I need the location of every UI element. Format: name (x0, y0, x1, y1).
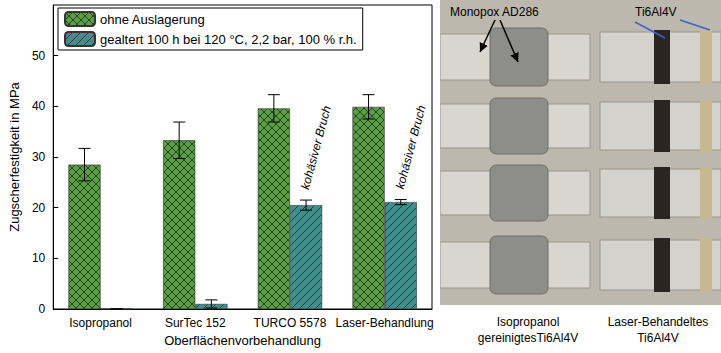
svg-text:Ti6Al4V: Ti6Al4V (635, 5, 677, 19)
svg-text:kohäsiver Bruch: kohäsiver Bruch (393, 103, 429, 190)
svg-text:Laser-Behandeltes: Laser-Behandeltes (608, 315, 709, 329)
svg-text:Isopropanol: Isopropanol (497, 315, 560, 329)
svg-text:TURCO 5578: TURCO 5578 (254, 316, 327, 330)
svg-text:Ti6Al4V: Ti6Al4V (637, 331, 679, 345)
svg-text:Zugscherfestigkeit in MPa: Zugscherfestigkeit in MPa (7, 81, 22, 231)
svg-text:50: 50 (32, 49, 46, 63)
svg-text:30: 30 (32, 150, 46, 164)
svg-text:ohne Auslagerung: ohne Auslagerung (100, 12, 205, 27)
svg-text:10: 10 (32, 251, 46, 265)
svg-text:20: 20 (32, 201, 46, 215)
svg-text:kohäsiver Bruch: kohäsiver Bruch (298, 104, 334, 191)
svg-text:0: 0 (39, 302, 46, 316)
svg-text:Oberflächenvorbehandlung: Oberflächenvorbehandlung (164, 333, 321, 348)
svg-text:Laser-Behandlung: Laser-Behandlung (336, 316, 434, 330)
svg-text:Isopropanol: Isopropanol (69, 316, 132, 330)
svg-text:40: 40 (32, 99, 46, 113)
svg-text:gereinigtesTi6Al4V: gereinigtesTi6Al4V (478, 331, 578, 345)
svg-text:Monopox AD286: Monopox AD286 (450, 5, 539, 19)
svg-text:gealtert 100 h bei 120 °C, 2,2: gealtert 100 h bei 120 °C, 2,2 bar, 100 … (100, 32, 357, 47)
svg-text:SurTec 152: SurTec 152 (165, 316, 226, 330)
